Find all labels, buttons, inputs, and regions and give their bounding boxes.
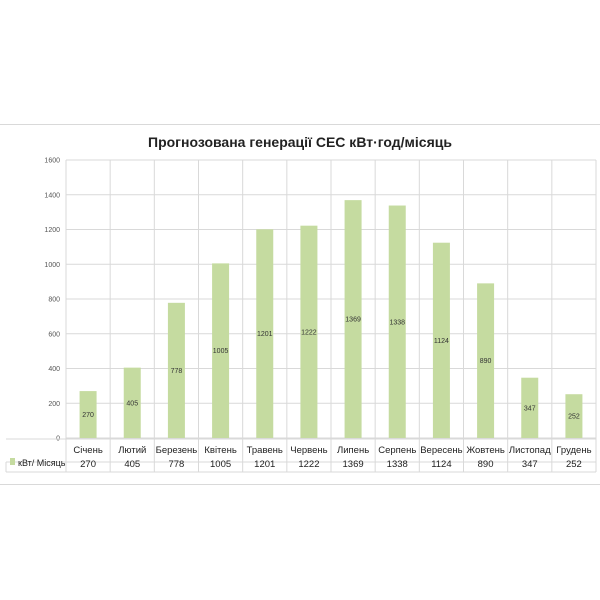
category-label: Червень [290,445,327,456]
table-value: 347 [522,459,538,470]
bar [477,283,495,438]
category-label: Березень [156,445,198,456]
y-tick-label: 1400 [44,192,60,199]
data-label: 347 [524,405,536,412]
table-value: 1005 [210,459,231,470]
category-label: Лютий [118,445,146,456]
bar [432,242,450,438]
bar [344,200,362,438]
table-value: 778 [168,459,184,470]
table-value: 270 [80,459,96,470]
bar [565,394,583,438]
table-value: 1201 [254,459,275,470]
table-value: 890 [478,459,494,470]
bar [256,229,274,438]
data-label: 1338 [389,319,405,326]
bar [167,302,185,438]
bar [388,205,406,438]
table-value: 252 [566,459,582,470]
data-label: 405 [126,400,138,407]
category-label: Листопад [509,445,551,456]
chart-frame [0,124,600,485]
table-value: 1222 [298,459,319,470]
y-tick-label: 800 [48,297,60,304]
table-value: 1124 [431,459,451,470]
y-tick-label: 1000 [44,262,60,269]
data-label: 1201 [257,331,273,338]
category-label: Травень [247,445,283,456]
legend-key [10,458,15,465]
bar [212,263,230,438]
y-tick-label: 200 [48,401,60,408]
category-label: Грудень [556,445,591,456]
chart-title: Прогнозована генерації СЕС кВт·год/місяц… [148,134,452,150]
category-label: Серпень [378,445,416,456]
data-label: 890 [480,358,492,365]
data-label: 1222 [301,329,317,336]
category-label: Жовтень [466,445,505,456]
table-value: 1369 [343,459,364,470]
table-value: 1338 [387,459,408,470]
category-label: Липень [337,445,369,456]
y-tick-label: 600 [48,331,60,338]
category-label: Січень [73,445,102,456]
y-tick-label: 1600 [44,158,60,165]
data-label: 778 [171,368,183,375]
bar [79,391,97,438]
data-label: 270 [82,412,94,419]
y-tick-label: 1200 [44,227,60,234]
bar [300,225,318,438]
bar [521,377,539,438]
category-label: Квітень [204,445,236,456]
y-tick-label: 400 [48,366,60,373]
data-label: 1124 [434,338,449,345]
legend-label: кВт/ Місяць [18,458,66,468]
data-label: 252 [568,414,580,421]
bar [123,367,141,438]
table-value: 405 [124,459,140,470]
data-label: 1005 [213,348,229,355]
category-label: Вересень [420,445,462,456]
data-label: 1369 [345,317,361,324]
